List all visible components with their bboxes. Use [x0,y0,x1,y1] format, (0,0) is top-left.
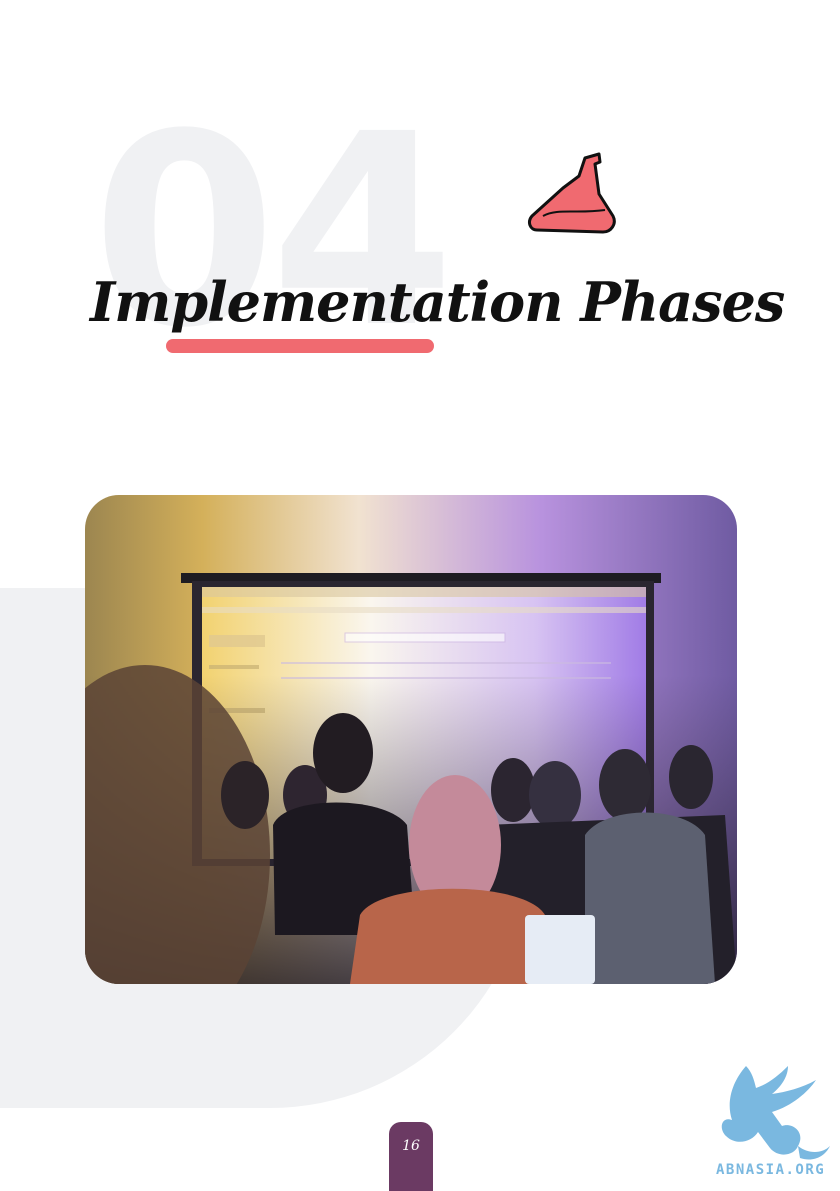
page-number: 16 [402,1138,420,1154]
section-number: 04 [92,78,455,386]
title-underline [166,339,434,353]
page-number-tab: 16 [389,1122,433,1191]
page-title: Implementation Phases [90,270,785,334]
flask-icon [528,152,616,234]
logo-text: ABNASIA.ORG [716,1162,826,1178]
presentation-photo [85,495,737,984]
dragon-logo-icon [721,1066,830,1160]
